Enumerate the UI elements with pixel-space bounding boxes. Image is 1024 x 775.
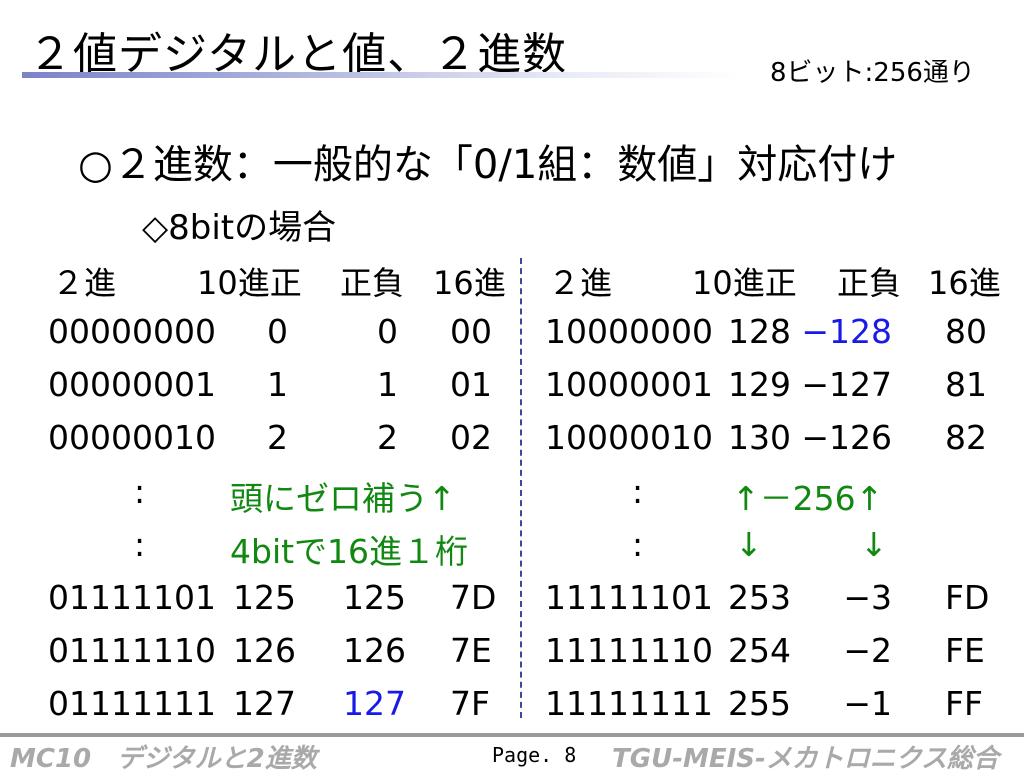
cell-hex: 01 (450, 365, 492, 404)
cell-binary: 00000000 (48, 312, 216, 351)
cell-hex: 82 (945, 418, 987, 457)
cell-decimal: 253 (728, 578, 791, 617)
cell-hex: 7D (450, 578, 497, 617)
cell-decimal: 125 (233, 578, 296, 617)
arrow-down-icon: ↓ (860, 525, 888, 564)
note-minus-256: ↑－256↑ (732, 479, 884, 518)
cell-signed: −3 (843, 578, 892, 617)
cell-signed: 125 (343, 578, 406, 617)
cell-hex: 02 (450, 418, 492, 457)
header-left-hex: 16進 (433, 264, 506, 302)
cell-decimal: 129 (728, 365, 791, 404)
header-left-signed: 正負 (340, 264, 405, 302)
cell-signed-highlight: −128 (801, 312, 892, 351)
footer-course: MC10 デジタルと2進数 (10, 744, 317, 774)
cell-hex: FE (945, 631, 985, 670)
cell-hex: FD (945, 578, 990, 617)
column-divider (520, 258, 522, 718)
cell-decimal: 1 (267, 365, 288, 404)
cell-binary: 10000010 (545, 418, 713, 457)
cell-decimal: 255 (728, 684, 791, 723)
cell-binary: 11111111 (545, 684, 713, 723)
header-right-decimal: 10進正 (692, 264, 797, 302)
page-number: Page. 8 (492, 743, 577, 767)
cell-hex: FF (945, 684, 983, 723)
arrow-down-icon: ↓ (735, 525, 763, 564)
cell-hex: 81 (945, 365, 987, 404)
cell-binary: 11111101 (545, 578, 713, 617)
cell-decimal: 128 (728, 312, 791, 351)
header-left-decimal: 10進正 (197, 264, 302, 302)
title-underline (22, 72, 742, 78)
ellipsis-mark: : (632, 472, 644, 511)
cell-signed: −127 (801, 365, 892, 404)
cell-hex: 00 (450, 312, 492, 351)
slide-title: ２値デジタルと値、２進数 (28, 29, 568, 80)
note-zero-pad: 頭にゼロ補う↑ (230, 479, 456, 518)
cell-hex: 7E (450, 631, 492, 670)
cell-binary: 00000001 (48, 365, 216, 404)
ellipsis-mark: : (134, 525, 146, 564)
cell-decimal: 127 (233, 684, 296, 723)
cell-signed: −2 (843, 631, 892, 670)
ellipsis-mark: : (134, 472, 146, 511)
cell-binary: 00000010 (48, 418, 216, 457)
header-right-binary: ２進 (548, 264, 613, 302)
cell-binary: 10000001 (545, 365, 713, 404)
header-left-binary: ２進 (52, 264, 117, 302)
cell-binary: 01111110 (48, 631, 216, 670)
slide-subtitle: 8ビット:256通り (770, 58, 975, 88)
header-right-signed: 正負 (837, 264, 902, 302)
cell-signed: 2 (377, 418, 398, 457)
cell-binary: 11111110 (545, 631, 713, 670)
section-heading: ○２進数：一般的な「0/1組：数値」対応付け (78, 142, 898, 188)
cell-signed: −126 (801, 418, 892, 457)
section-subheading: ◇8bitの場合 (142, 208, 337, 248)
cell-decimal: 0 (267, 312, 288, 351)
ellipsis-mark: : (632, 525, 644, 564)
cell-binary: 10000000 (545, 312, 713, 351)
cell-hex: 80 (945, 312, 987, 351)
cell-decimal: 254 (728, 631, 791, 670)
cell-signed: 0 (377, 312, 398, 351)
footer-rule (0, 733, 1024, 737)
cell-hex: 7F (450, 684, 490, 723)
note-hex-digit: 4bitで16進１桁 (230, 532, 469, 571)
cell-signed: −1 (843, 684, 892, 723)
cell-signed-highlight: 127 (343, 684, 406, 723)
cell-decimal: 130 (728, 418, 791, 457)
cell-signed: 1 (377, 365, 398, 404)
cell-decimal: 126 (233, 631, 296, 670)
cell-binary: 01111101 (48, 578, 216, 617)
cell-decimal: 2 (267, 418, 288, 457)
cell-signed: 126 (343, 631, 406, 670)
header-right-hex: 16進 (928, 264, 1001, 302)
cell-binary: 01111111 (48, 684, 216, 723)
footer-org: TGU-MEIS-メカトロニクス総合 (612, 744, 1000, 774)
